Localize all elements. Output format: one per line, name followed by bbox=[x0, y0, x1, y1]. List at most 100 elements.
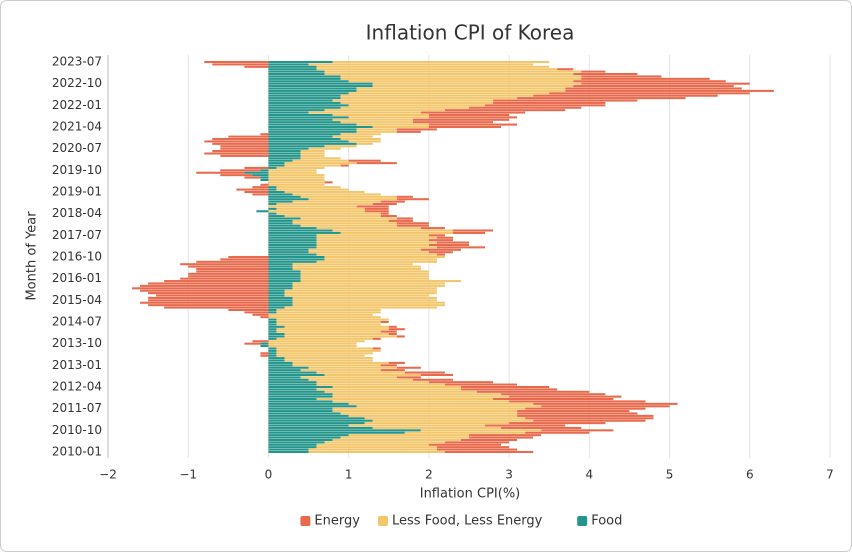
bar-segment bbox=[300, 277, 429, 280]
bar-segment bbox=[284, 335, 397, 338]
bar-segment bbox=[308, 450, 445, 454]
bar-segment bbox=[324, 109, 445, 112]
bar-segment bbox=[292, 296, 437, 299]
bar-segment bbox=[509, 422, 606, 425]
bar-segment bbox=[268, 318, 277, 321]
bar-segment bbox=[324, 181, 333, 184]
bar-segment bbox=[268, 405, 357, 408]
bar-segment bbox=[300, 150, 325, 153]
bar-segment bbox=[268, 330, 277, 333]
y-tick-label: 2015-04 bbox=[52, 293, 102, 307]
bar-segment bbox=[396, 195, 413, 198]
bar-segment bbox=[348, 434, 469, 437]
bar-segment bbox=[268, 347, 277, 350]
legend-label: Energy bbox=[314, 514, 360, 529]
bar-segment bbox=[380, 320, 389, 324]
bar-segment bbox=[268, 398, 317, 401]
bar-segment bbox=[388, 333, 397, 336]
bar-segment bbox=[396, 366, 421, 369]
bar-segment bbox=[292, 159, 349, 162]
chart-title: Inflation CPI of Korea bbox=[366, 21, 575, 45]
bar-segment bbox=[436, 446, 510, 449]
bar-segment bbox=[324, 145, 357, 148]
bar-segment bbox=[380, 330, 397, 333]
bar-segment bbox=[260, 178, 269, 181]
y-tick-label: 2023-07 bbox=[52, 55, 102, 69]
bar-segment bbox=[316, 260, 437, 263]
bar-segment bbox=[260, 354, 269, 357]
bar-segment bbox=[493, 398, 614, 401]
bar-segment bbox=[396, 217, 413, 220]
bar-segment bbox=[493, 101, 606, 104]
bar-segment bbox=[332, 400, 510, 403]
bar-segment bbox=[348, 104, 486, 107]
legend-swatch bbox=[577, 516, 588, 526]
bar-segment bbox=[308, 198, 397, 201]
bar-segment bbox=[517, 412, 638, 415]
bar-segment bbox=[316, 241, 437, 244]
legend-swatch bbox=[378, 516, 388, 526]
bar-segment bbox=[292, 284, 445, 287]
bar-segment bbox=[132, 287, 269, 290]
bar-segment bbox=[324, 390, 478, 393]
bar-segment bbox=[268, 123, 357, 126]
bar-segment bbox=[436, 448, 518, 451]
bar-segment bbox=[244, 176, 261, 179]
bar-segment bbox=[284, 292, 437, 295]
x-tick-label: 2 bbox=[425, 468, 433, 482]
bar-segment bbox=[252, 174, 269, 177]
bar-segment bbox=[268, 320, 277, 324]
bar-segment bbox=[292, 282, 445, 285]
bar-segment bbox=[444, 450, 534, 454]
bar-segment bbox=[268, 150, 301, 153]
bar-segment bbox=[581, 82, 750, 85]
bar-segment bbox=[573, 73, 638, 76]
bar-segment bbox=[428, 123, 518, 126]
bar-segment bbox=[268, 106, 341, 109]
bar-segment bbox=[268, 118, 333, 121]
bar-segment bbox=[356, 123, 429, 126]
bar-segment bbox=[428, 443, 502, 446]
bar-segment bbox=[268, 210, 365, 213]
bar-segment bbox=[308, 111, 421, 114]
bar-segment bbox=[292, 222, 397, 225]
bar-segment bbox=[276, 207, 365, 210]
y-tick-label: 2013-01 bbox=[52, 358, 102, 372]
bar-segment bbox=[372, 337, 381, 340]
bar-segment bbox=[308, 147, 341, 150]
bar-segment bbox=[300, 270, 429, 273]
bar-segment bbox=[372, 203, 397, 206]
bar-segment bbox=[292, 287, 437, 290]
bar-segment bbox=[340, 164, 349, 167]
bar-segment bbox=[284, 325, 389, 328]
bar-segment bbox=[501, 426, 582, 429]
bar-segment bbox=[268, 306, 285, 309]
bar-segment bbox=[268, 258, 325, 261]
bar-segment bbox=[324, 70, 582, 73]
bar-segment bbox=[268, 373, 325, 376]
bar-segment bbox=[380, 200, 405, 203]
bar-segment bbox=[316, 371, 405, 374]
bar-segment bbox=[268, 178, 325, 181]
bar-segment bbox=[404, 431, 526, 434]
bar-segment bbox=[533, 419, 646, 422]
bar-segment bbox=[268, 255, 325, 259]
bar-segment bbox=[268, 215, 285, 218]
y-tick-label: 2012-04 bbox=[52, 380, 102, 394]
bar-segment bbox=[364, 207, 389, 210]
bar-segment bbox=[324, 258, 437, 261]
bar-segment bbox=[340, 94, 534, 97]
bar-segment bbox=[268, 340, 365, 343]
bar-segment bbox=[525, 431, 590, 434]
bar-segment bbox=[260, 316, 269, 319]
bar-segment bbox=[332, 438, 461, 441]
bar-segment bbox=[509, 395, 622, 398]
bar-segment bbox=[268, 270, 301, 273]
bar-segment bbox=[444, 441, 510, 444]
bar-segment bbox=[268, 275, 301, 278]
bar-segment bbox=[428, 234, 445, 237]
y-tick-label: 2020-07 bbox=[52, 141, 102, 155]
bar-segment bbox=[268, 164, 285, 167]
bar-segment bbox=[260, 345, 269, 348]
x-tick-label: 4 bbox=[586, 468, 594, 482]
